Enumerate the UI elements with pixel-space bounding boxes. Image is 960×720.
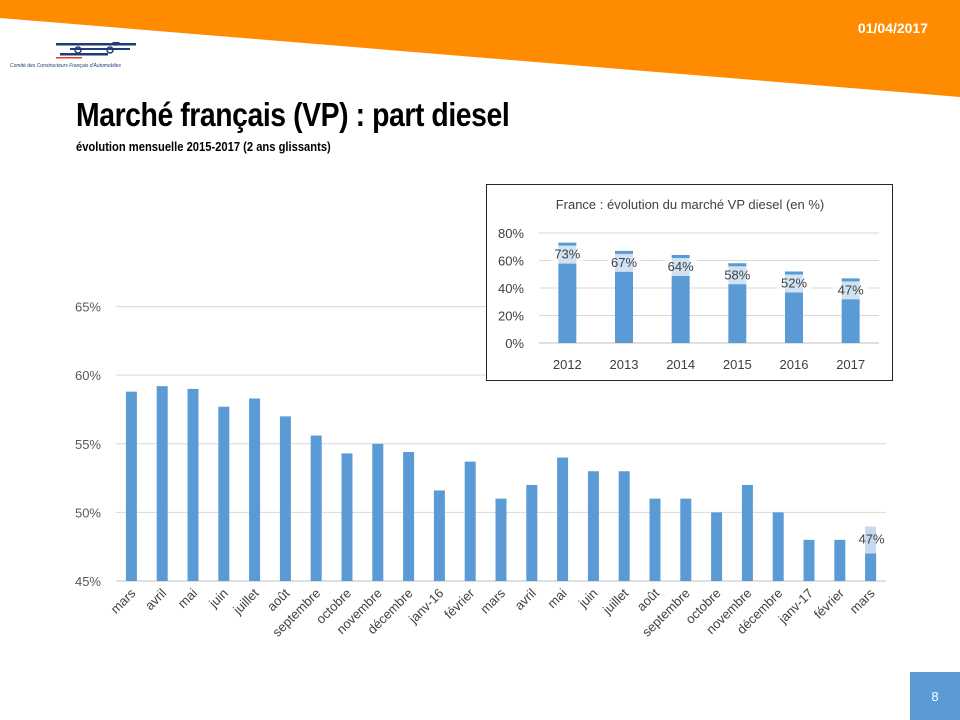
inset-gridlines [539, 232, 879, 344]
inset-bars: 73% 67% 64% 58% 52% 47% [550, 242, 868, 343]
inset-y-tick-label: 80% [498, 226, 524, 241]
inset-x-tick-label: 2015 [723, 357, 752, 372]
main-bar [125, 391, 137, 581]
inset-bar-data-label: 73% [554, 247, 580, 262]
main-y-tick-label: 55% [75, 437, 101, 452]
inset-y-tick-label: 40% [498, 281, 524, 296]
inset-label-bg [550, 245, 585, 264]
main-y-tick-label: 65% [75, 300, 101, 315]
main-x-tick-label: juillet [599, 585, 632, 618]
inset-bar-data-label: 58% [724, 267, 750, 282]
main-bar [711, 512, 723, 581]
main-x-tick-label: mars [847, 585, 878, 616]
main-bar [218, 406, 230, 581]
main-bar [495, 498, 507, 581]
main-bar-data-label: 47% [859, 532, 885, 547]
main-bar [649, 498, 661, 581]
yearly-diesel-inset: France : évolution du marché VP diesel (… [486, 184, 893, 381]
main-bar [587, 471, 599, 581]
inset-x-tick-label: 2017 [836, 357, 865, 372]
header-banner [0, 0, 960, 97]
ccfa-logo-icon [56, 42, 136, 59]
inset-bar [558, 242, 577, 343]
main-x-tick-label: mars [107, 585, 138, 616]
inset-bar-data-label: 67% [611, 255, 637, 270]
inset-label-bg [663, 258, 698, 276]
inset-x-axis: 2012 2013 2014 2015 2016 2017 [553, 357, 865, 372]
main-x-tick-label: avril [142, 585, 170, 613]
main-y-tick-label: 50% [75, 505, 101, 520]
inset-x-tick-label: 2014 [666, 357, 695, 372]
inset-x-tick-label: 2013 [610, 357, 639, 372]
slide-subtitle: évolution mensuelle 2015-2017 (2 ans gli… [76, 139, 331, 154]
main-bar [187, 388, 199, 581]
main-x-tick-label: mars [477, 585, 508, 616]
inset-x-tick-label: 2016 [780, 357, 809, 372]
inset-x-tick-label: 2012 [553, 357, 582, 372]
main-x-tick-label: mai [175, 585, 200, 610]
main-y-axis: 45% 50% 55% 60% 65% [75, 300, 101, 589]
main-bar [433, 490, 445, 581]
main-bar [741, 484, 753, 581]
inset-label-bg [833, 281, 868, 300]
main-bar [249, 398, 261, 581]
main-y-tick-label: 60% [75, 368, 101, 383]
inset-bar-data-label: 47% [838, 282, 864, 297]
main-bar [834, 539, 846, 581]
inset-y-tick-label: 20% [498, 309, 524, 324]
main-bar [865, 553, 877, 581]
logo-caption: Comité des Constructeurs Français d'Auto… [10, 63, 122, 69]
main-bar [557, 457, 569, 581]
main-x-tick-label: février [811, 585, 848, 622]
main-bar [803, 539, 815, 581]
main-x-tick-label: juillet [229, 585, 262, 618]
main-bar [618, 471, 630, 581]
inset-bar [671, 255, 690, 343]
main-x-axis: mars avril mai juin juillet aoûtseptembreocto… [107, 585, 878, 640]
main-bars: 47% [125, 386, 885, 581]
main-bar [526, 484, 538, 581]
slide-title: Marché français (VP) : part diesel [76, 96, 510, 133]
main-bar [372, 443, 384, 581]
inset-label-bg [720, 266, 755, 285]
main-x-tick-label: février [441, 585, 478, 622]
inset-bar [615, 250, 633, 343]
main-bar [464, 461, 476, 581]
main-bar [403, 452, 415, 581]
main-x-tick-label: mai [544, 585, 569, 610]
inset-y-tick-label: 60% [498, 254, 524, 269]
main-bar [310, 435, 322, 581]
yearly-diesel-chart: France : évolution du marché VP diesel (… [498, 197, 879, 372]
main-y-tick-label: 45% [75, 574, 101, 589]
slide-date: 01/04/2017 [857, 20, 928, 36]
inset-y-tick-label: 0% [505, 336, 524, 351]
main-bar [156, 386, 168, 581]
inset-label-bg [607, 253, 641, 272]
page-number: 8 [910, 672, 960, 720]
main-x-tick-label: avril [511, 585, 539, 613]
main-bar [772, 512, 784, 581]
inset-y-axis: 0% 20% 40% 60% 80% [498, 226, 524, 351]
main-bar [341, 453, 353, 581]
inset-bar-data-label: 64% [668, 259, 694, 274]
main-x-tick-label: juin [575, 586, 601, 612]
orange-banner-shape [0, 0, 960, 97]
inset-bar-data-label: 52% [781, 276, 807, 291]
inset-chart-title: France : évolution du marché VP diesel (… [556, 197, 825, 212]
main-bar [680, 498, 692, 581]
main-x-tick-label: juin [205, 586, 231, 612]
inset-label-bg [777, 274, 811, 293]
main-bar [279, 416, 291, 581]
